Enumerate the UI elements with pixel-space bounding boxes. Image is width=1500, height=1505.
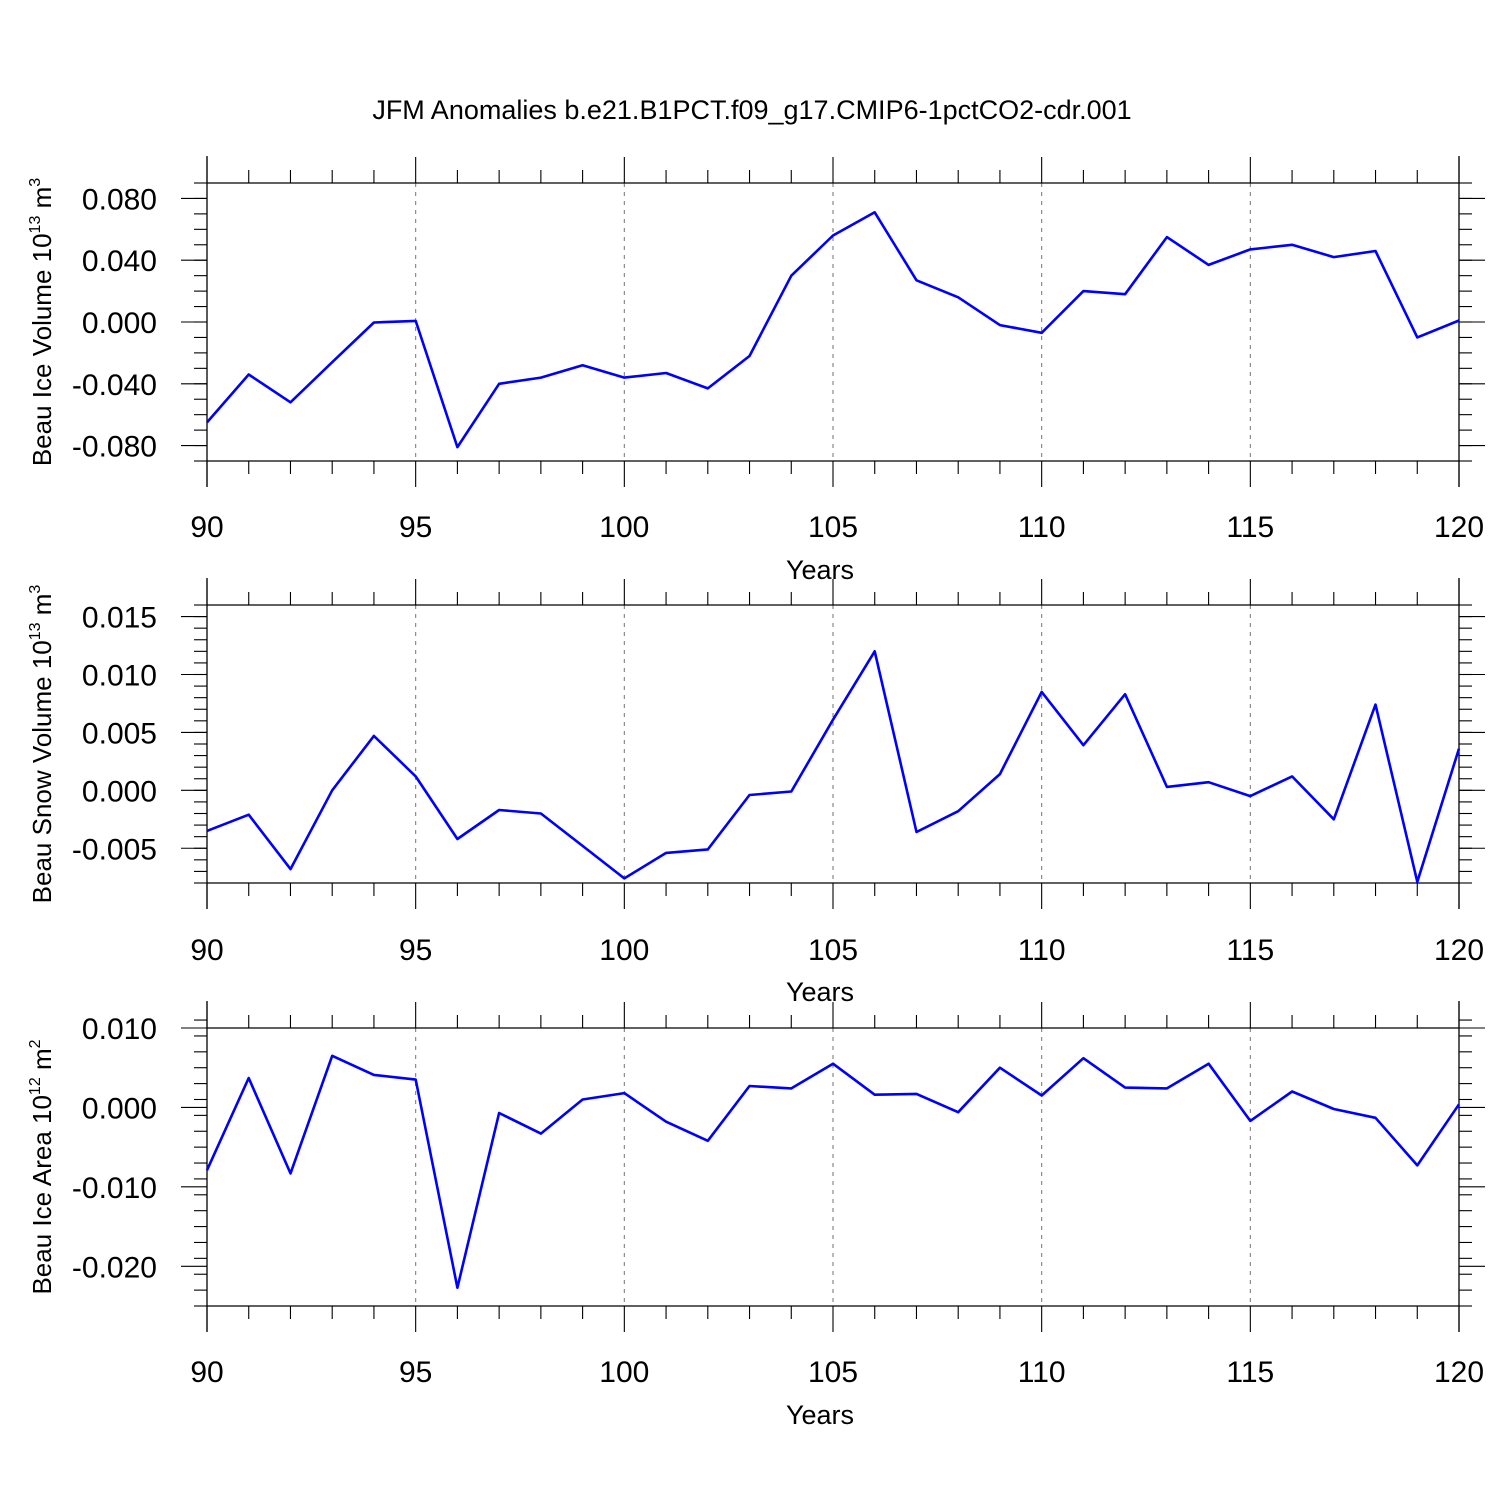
panel-3-x-axis-label: Years [786,1400,854,1430]
panel-1-y-tick-label: 0.080 [82,183,157,216]
panel-1-x-tick-label: 95 [399,511,432,544]
panel-2-x-axis-label: Years [786,977,854,1007]
panel-1-x-tick-label: 115 [1226,511,1274,544]
y-label-text: Beau Ice Area 10 [27,1095,57,1294]
panel-3-x-tick-label: 120 [1434,1356,1484,1389]
panel-1-x-axis-label: Years [786,555,854,585]
panel-1-x-tick-label: 120 [1434,511,1484,544]
panel-3-x-tick-label: 95 [399,1356,432,1389]
y-label-superscript: 13 [27,622,44,640]
y-label-text: m [27,1048,57,1077]
y-label-text: Beau Ice Volume 10 [27,233,57,466]
panel-2-y-tick-label: 0.015 [82,602,157,635]
panel-2-y-tick-label: 0.010 [82,660,157,693]
y-label-text: m [27,187,57,216]
y-label-superscript: 12 [27,1077,44,1095]
panel-1-x-tick-label: 100 [599,511,649,544]
panel-2-x-tick-label: 95 [399,934,432,967]
chart-title: JFM Anomalies b.e21.B1PCT.f09_g17.CMIP6-… [372,95,1131,125]
panel-2-x-tick-label: 110 [1018,934,1066,967]
panel-2-y-tick-label: 0.000 [82,775,157,808]
panel-3-data-line [207,1056,1459,1288]
panel-2-x-tick-label: 100 [599,934,649,967]
panel-3-y-tick-label: -0.020 [72,1251,157,1284]
panel-2-y-tick-label: 0.005 [82,717,157,750]
panel-1-x-tick-label: 105 [808,511,858,544]
panel-3-y-tick-label: -0.010 [72,1172,157,1205]
panel-2-x-tick-label: 120 [1434,934,1484,967]
y-label-text: m [27,594,57,623]
panel-3-x-tick-label: 115 [1226,1356,1274,1389]
panel-3-y-tick-label: 0.010 [82,1013,157,1046]
panel-2-x-tick-label: 90 [190,934,223,967]
y-label-superscript: 3 [27,178,44,187]
panel-1-y-tick-label: -0.040 [72,369,157,402]
panel-3-x-tick-label: 105 [808,1356,858,1389]
panel-2-y-tick-label: -0.005 [72,833,157,866]
y-label-superscript: 13 [27,216,44,234]
panel-2-data-line [207,651,1459,882]
y-label-superscript: 2 [27,1039,44,1048]
panel-3-y-tick-label: 0.000 [82,1092,157,1125]
panel-1-y-tick-label: -0.080 [72,431,157,464]
panel-2-x-tick-label: 105 [808,934,858,967]
panel-1-x-tick-label: 90 [190,511,223,544]
panel-3-y-axis-label: Beau Ice Area 1012 m2 [27,1039,57,1294]
y-label-superscript: 3 [27,585,44,594]
panel-1-y-tick-label: 0.040 [82,245,157,278]
panel-3-x-tick-label: 90 [190,1356,223,1389]
y-label-text: Beau Snow Volume 10 [27,640,57,903]
panel-3-x-tick-label: 110 [1018,1356,1066,1389]
panel-1-x-tick-label: 110 [1018,511,1066,544]
panel-3-x-tick-label: 100 [599,1356,649,1389]
panel-2-y-axis-label: Beau Snow Volume 1013 m3 [27,585,57,904]
panel-2-x-tick-label: 115 [1226,934,1274,967]
panel-1-y-axis-label: Beau Ice Volume 1013 m3 [27,178,57,466]
panel-1-y-tick-label: 0.000 [82,307,157,340]
